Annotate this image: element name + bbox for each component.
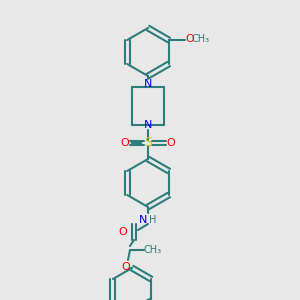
Text: O: O [185, 34, 194, 44]
Text: N: N [144, 120, 152, 130]
Text: CH₃: CH₃ [144, 245, 162, 255]
Text: O: O [122, 262, 130, 272]
Text: H: H [149, 215, 157, 225]
Text: O: O [118, 227, 127, 237]
Text: S: S [144, 136, 152, 149]
Text: O: O [121, 138, 129, 148]
Text: N: N [144, 79, 152, 89]
Text: CH₃: CH₃ [192, 34, 210, 44]
Text: N: N [139, 215, 147, 225]
Text: O: O [167, 138, 176, 148]
